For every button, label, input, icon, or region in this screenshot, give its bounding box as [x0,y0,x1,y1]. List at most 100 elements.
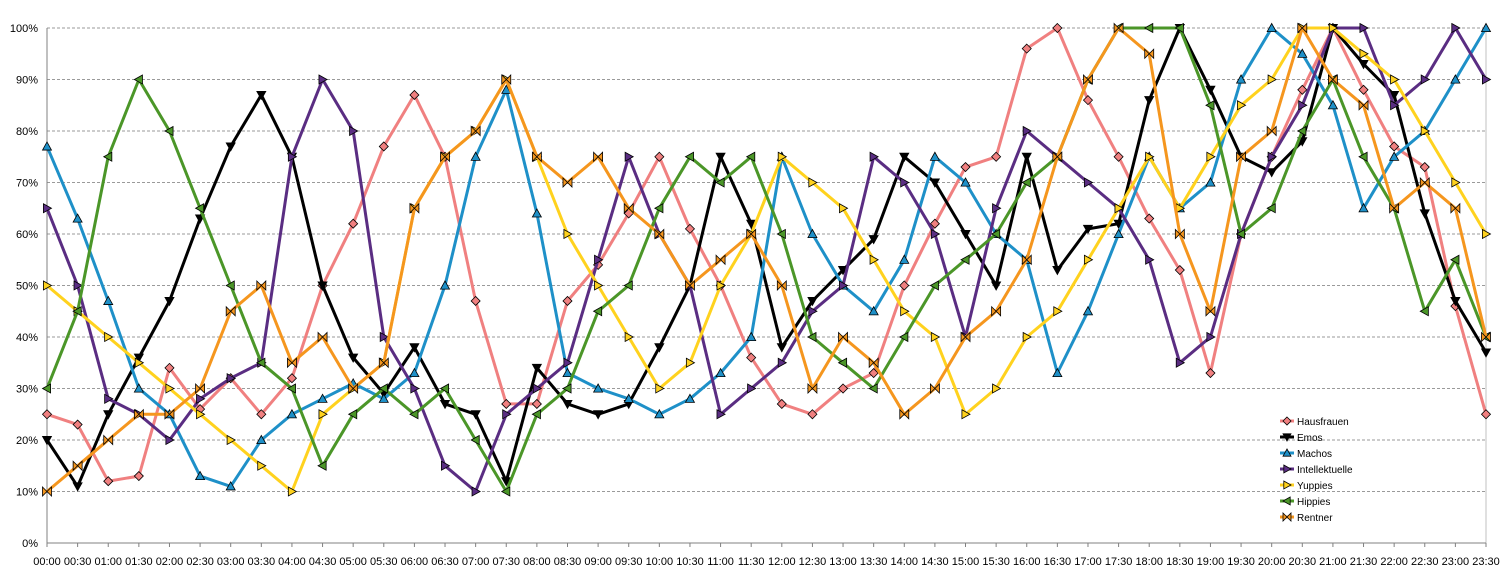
legend-label: Hausfrauen [1297,417,1349,428]
legend-item-intellektuelle: Intellektuelle [1280,464,1353,476]
data-point-yuppies [992,383,1002,394]
data-point-emos [41,436,53,446]
y-tick-label: 20% [16,435,38,447]
data-point-hausfrauen [531,398,542,410]
data-point-intellektuelle [43,203,53,214]
legend-swatch-marker [1282,448,1292,457]
data-point-hausfrauen [746,352,757,363]
x-tick-label: 08:00 [523,556,551,568]
data-point-machos [72,213,83,223]
data-point-yuppies [655,383,665,394]
data-point-intellektuelle [379,331,390,343]
data-point-hippies [286,383,296,394]
data-point-hippies [41,383,51,394]
x-tick-label: 08:30 [554,556,582,568]
data-point-intellektuelle [1145,254,1155,265]
data-point-machos [1450,74,1461,84]
data-point-rentner [1297,22,1308,34]
x-tick-label: 18:00 [1135,556,1163,568]
data-point-machos [41,141,53,151]
data-point-intellektuelle [777,357,788,368]
y-tick-label: 50% [16,281,38,293]
data-point-machos [1052,367,1063,378]
data-point-machos [439,280,451,290]
x-tick-label: 14:30 [921,556,949,568]
data-point-intellektuelle [747,383,757,394]
data-point-hippies [592,306,603,317]
data-point-machos [1297,48,1308,58]
data-point-machos [899,254,910,264]
data-point-hippies [837,357,848,368]
data-point-intellektuelle [532,383,543,394]
data-point-rentner [746,228,757,240]
x-tick-label: 09:00 [584,556,612,568]
x-tick-label: 17:30 [1105,556,1133,568]
data-point-emos [256,90,267,101]
data-point-intellektuelle [716,409,726,420]
data-point-emos [868,235,879,245]
data-point-yuppies [930,331,941,343]
x-tick-label: 02:00 [156,556,184,568]
x-tick-label: 10:00 [646,556,674,568]
data-point-hausfrauen [562,295,573,307]
data-point-emos [347,353,359,363]
data-point-intellektuelle [104,393,114,404]
x-tick-label: 14:00 [891,556,919,568]
x-tick-label: 13:00 [829,556,857,568]
data-point-hippies [1266,203,1276,214]
data-point-rentner [42,486,52,497]
data-point-yuppies [104,331,114,343]
data-point-emos [164,296,175,307]
x-tick-label: 02:30 [186,556,214,568]
data-point-yuppies [43,280,53,291]
x-tick-label: 19:00 [1197,556,1225,568]
data-point-hippies [1419,306,1429,317]
data-point-hippies [470,434,480,446]
data-point-rentner [1389,202,1400,214]
x-axis-tick-labels: 00:00 00:30 01:00 01:30 02:00 02:30 03:00 03:30… [33,543,1500,568]
data-point-rentner [348,383,359,394]
legend-swatch-marker [1283,464,1292,474]
data-point-hippies [868,383,878,394]
data-point-emos [990,281,1002,291]
data-point-machos [1480,22,1492,32]
data-point-hausfrauen [929,218,940,229]
data-point-machos [960,177,971,187]
data-point-intellektuelle [287,151,298,162]
data-point-emos [929,178,941,188]
x-tick-label: 13:30 [860,556,888,568]
data-point-intellektuelle [349,125,359,137]
legend-swatch-marker [1282,496,1291,506]
x-tick-label: 11:30 [738,556,765,568]
series-line-intellektuelle [45,26,1488,493]
data-point-machos [378,393,389,403]
data-point-yuppies [716,280,726,291]
data-point-machos [103,295,114,305]
data-point-intellektuelle [165,434,175,446]
data-point-rentner [1236,151,1246,163]
legend-item-emos: Emos [1280,433,1323,444]
data-point-machos [1388,151,1400,161]
data-point-yuppies [1420,125,1431,137]
data-point-rentner [103,434,114,446]
data-point-rentner [685,280,695,291]
data-point-hippies [562,383,572,394]
data-point-yuppies [134,357,145,368]
data-point-intellektuelle [502,409,512,420]
data-point-machos [715,367,726,378]
legend-label: Yuppies [1297,481,1333,492]
x-tick-label: 11:00 [707,556,734,568]
data-point-hippies [194,203,205,214]
data-point-machos [501,84,512,94]
x-tick-label: 12:00 [768,556,796,568]
data-point-hausfrauen [1174,264,1185,276]
data-point-rentner [838,331,848,343]
data-point-rentner [929,383,940,394]
data-point-hausfrauen [1205,367,1216,379]
data-point-intellektuelle [1420,74,1431,85]
data-point-hausfrauen [837,383,849,394]
data-point-machos [746,331,757,341]
data-point-rentner [593,151,604,163]
x-tick-label: 16:00 [1013,556,1041,568]
legend-item-rentner: Rentner [1280,512,1333,524]
